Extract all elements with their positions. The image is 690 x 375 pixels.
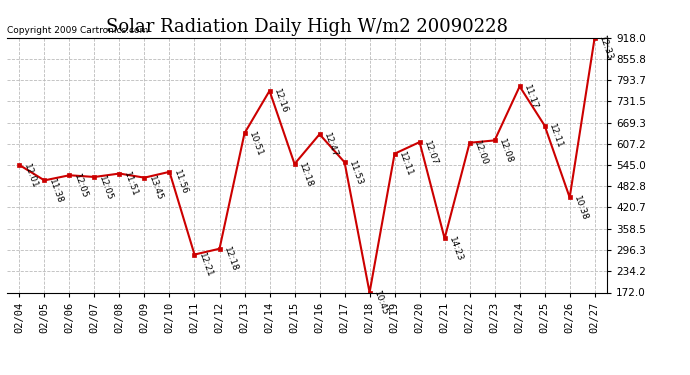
Text: 13:45: 13:45 <box>147 175 164 202</box>
Text: 12:18: 12:18 <box>297 161 315 189</box>
Text: 11:53: 11:53 <box>347 159 364 187</box>
Text: 12:07: 12:07 <box>422 140 440 166</box>
Text: 12:11: 12:11 <box>397 151 415 178</box>
Text: 12:16: 12:16 <box>273 88 290 116</box>
Text: Copyright 2009 Cartronics.com: Copyright 2009 Cartronics.com <box>7 26 148 35</box>
Text: 11:56: 11:56 <box>172 169 190 196</box>
Text: 12:00: 12:00 <box>473 140 490 167</box>
Text: 12:01: 12:01 <box>22 162 39 189</box>
Text: 10:51: 10:51 <box>247 130 264 158</box>
Text: 12:08: 12:08 <box>497 138 515 165</box>
Title: Solar Radiation Daily High W/m2 20090228: Solar Radiation Daily High W/m2 20090228 <box>106 18 508 36</box>
Text: 11:51: 11:51 <box>122 171 139 198</box>
Text: 12:21: 12:21 <box>197 252 215 279</box>
Text: 12:05: 12:05 <box>97 174 115 201</box>
Text: 12:18: 12:18 <box>222 246 239 273</box>
Text: 10:38: 10:38 <box>573 195 590 222</box>
Text: 12:05: 12:05 <box>72 172 90 200</box>
Text: 11:17: 11:17 <box>522 84 540 111</box>
Text: 12:33: 12:33 <box>598 35 615 62</box>
Text: 12:11: 12:11 <box>547 123 564 150</box>
Text: 10:45: 10:45 <box>373 290 390 317</box>
Text: 14:23: 14:23 <box>447 236 464 263</box>
Text: 12:47: 12:47 <box>322 132 339 159</box>
Text: 11:38: 11:38 <box>47 178 64 205</box>
